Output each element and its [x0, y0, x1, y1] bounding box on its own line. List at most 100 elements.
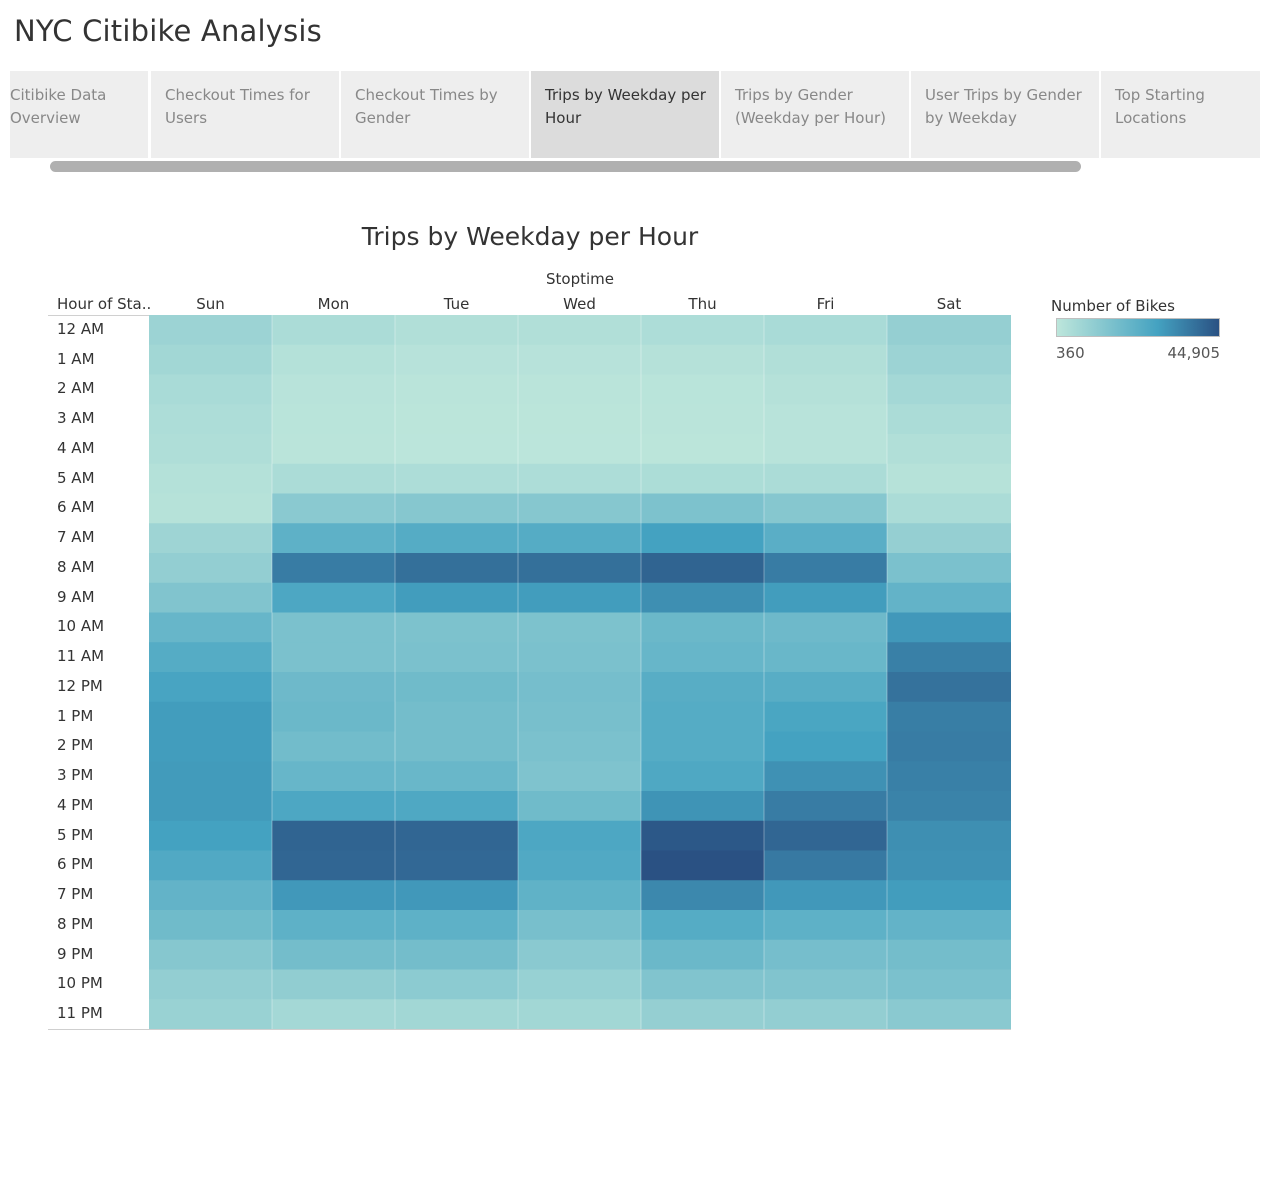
- heatmap-cell-mon-11-pm[interactable]: [272, 999, 395, 1029]
- heatmap-cell-mon-12-pm[interactable]: [272, 672, 395, 703]
- heatmap-cell-sat-4-pm[interactable]: [887, 791, 1011, 822]
- heatmap-cell-sat-9-am[interactable]: [887, 582, 1011, 613]
- heatmap-cell-mon-11-am[interactable]: [272, 642, 395, 673]
- heatmap-cell-fri-6-pm[interactable]: [764, 850, 887, 881]
- heatmap-cell-fri-4-pm[interactable]: [764, 791, 887, 822]
- tab-trips-by-gender-weekday-per-hour[interactable]: Trips by Gender (Weekday per Hour): [721, 71, 909, 158]
- heatmap-cell-wed-3-pm[interactable]: [518, 761, 641, 792]
- heatmap-cell-thu-4-pm[interactable]: [641, 791, 764, 822]
- heatmap-cell-fri-3-am[interactable]: [764, 404, 887, 435]
- heatmap-cell-thu-8-am[interactable]: [641, 553, 764, 584]
- heatmap-cell-thu-2-am[interactable]: [641, 374, 764, 405]
- heatmap-cell-thu-3-am[interactable]: [641, 404, 764, 435]
- heatmap-cell-sat-1-pm[interactable]: [887, 701, 1011, 732]
- heatmap-cell-tue-6-pm[interactable]: [395, 850, 518, 881]
- legend-color-ramp[interactable]: [1056, 318, 1220, 337]
- heatmap-cell-sun-5-am[interactable]: [149, 463, 272, 494]
- heatmap-cell-tue-4-am[interactable]: [395, 434, 518, 465]
- heatmap-cell-sun-4-pm[interactable]: [149, 791, 272, 822]
- heatmap-cell-wed-4-am[interactable]: [518, 434, 641, 465]
- heatmap-cell-sat-11-pm[interactable]: [887, 999, 1011, 1029]
- heatmap-cell-thu-6-am[interactable]: [641, 493, 764, 524]
- heatmap-cell-tue-7-am[interactable]: [395, 523, 518, 554]
- heatmap-cell-wed-1-pm[interactable]: [518, 701, 641, 732]
- heatmap-cell-sat-6-am[interactable]: [887, 493, 1011, 524]
- heatmap-cell-mon-4-pm[interactable]: [272, 791, 395, 822]
- heatmap-cell-sun-4-am[interactable]: [149, 434, 272, 465]
- heatmap-cell-tue-9-am[interactable]: [395, 582, 518, 613]
- heatmap-cell-sat-11-am[interactable]: [887, 642, 1011, 673]
- heatmap-cell-tue-1-am[interactable]: [395, 344, 518, 375]
- heatmap-cell-sun-12-am[interactable]: [149, 315, 272, 346]
- heatmap-cell-wed-12-am[interactable]: [518, 315, 641, 346]
- heatmap-cell-sun-7-am[interactable]: [149, 523, 272, 554]
- heatmap-cell-tue-2-pm[interactable]: [395, 731, 518, 762]
- heatmap-cell-thu-8-pm[interactable]: [641, 910, 764, 941]
- heatmap-cell-sat-3-pm[interactable]: [887, 761, 1011, 792]
- heatmap-cell-mon-6-pm[interactable]: [272, 850, 395, 881]
- heatmap-cell-wed-5-am[interactable]: [518, 463, 641, 494]
- heatmap-cell-tue-5-pm[interactable]: [395, 820, 518, 851]
- heatmap-cell-thu-12-am[interactable]: [641, 315, 764, 346]
- heatmap-cell-sat-8-pm[interactable]: [887, 910, 1011, 941]
- heatmap-cell-sun-5-pm[interactable]: [149, 820, 272, 851]
- heatmap-cell-tue-10-am[interactable]: [395, 612, 518, 643]
- heatmap-cell-sun-7-pm[interactable]: [149, 880, 272, 911]
- heatmap-cell-thu-10-am[interactable]: [641, 612, 764, 643]
- heatmap-cell-fri-8-pm[interactable]: [764, 910, 887, 941]
- heatmap-cell-wed-10-am[interactable]: [518, 612, 641, 643]
- heatmap-cell-thu-5-pm[interactable]: [641, 820, 764, 851]
- heatmap-cell-fri-4-am[interactable]: [764, 434, 887, 465]
- heatmap-cell-sat-4-am[interactable]: [887, 434, 1011, 465]
- heatmap-cell-mon-8-pm[interactable]: [272, 910, 395, 941]
- heatmap-cell-sat-12-am[interactable]: [887, 315, 1011, 346]
- heatmap-cell-sun-6-am[interactable]: [149, 493, 272, 524]
- heatmap-cell-fri-7-am[interactable]: [764, 523, 887, 554]
- heatmap-cell-thu-9-am[interactable]: [641, 582, 764, 613]
- heatmap-cell-fri-1-am[interactable]: [764, 344, 887, 375]
- heatmap-cell-mon-7-pm[interactable]: [272, 880, 395, 911]
- heatmap-cell-fri-12-pm[interactable]: [764, 672, 887, 703]
- heatmap-cell-wed-9-am[interactable]: [518, 582, 641, 613]
- heatmap-cell-fri-9-pm[interactable]: [764, 939, 887, 970]
- heatmap-cell-sat-10-pm[interactable]: [887, 969, 1011, 1000]
- tabs-scrollbar[interactable]: [50, 161, 1081, 172]
- heatmap-cell-mon-1-am[interactable]: [272, 344, 395, 375]
- heatmap-cell-fri-6-am[interactable]: [764, 493, 887, 524]
- heatmap-cell-thu-7-pm[interactable]: [641, 880, 764, 911]
- heatmap-cell-sun-9-pm[interactable]: [149, 939, 272, 970]
- heatmap-cell-wed-10-pm[interactable]: [518, 969, 641, 1000]
- heatmap-cell-tue-10-pm[interactable]: [395, 969, 518, 1000]
- heatmap-cell-mon-5-am[interactable]: [272, 463, 395, 494]
- heatmap-cell-wed-11-am[interactable]: [518, 642, 641, 673]
- heatmap-cell-sat-1-am[interactable]: [887, 344, 1011, 375]
- heatmap-cell-fri-5-am[interactable]: [764, 463, 887, 494]
- heatmap-cell-tue-3-pm[interactable]: [395, 761, 518, 792]
- heatmap-cell-sun-10-pm[interactable]: [149, 969, 272, 1000]
- heatmap-cell-fri-9-am[interactable]: [764, 582, 887, 613]
- heatmap-cell-tue-3-am[interactable]: [395, 404, 518, 435]
- heatmap-cell-wed-1-am[interactable]: [518, 344, 641, 375]
- heatmap-cell-fri-1-pm[interactable]: [764, 701, 887, 732]
- heatmap-cell-mon-5-pm[interactable]: [272, 820, 395, 851]
- heatmap-cell-mon-12-am[interactable]: [272, 315, 395, 346]
- heatmap-cell-sat-7-pm[interactable]: [887, 880, 1011, 911]
- heatmap-cell-wed-5-pm[interactable]: [518, 820, 641, 851]
- heatmap-cell-wed-8-am[interactable]: [518, 553, 641, 584]
- heatmap-cell-fri-11-pm[interactable]: [764, 999, 887, 1029]
- tab-trips-by-weekday-per-hour[interactable]: Trips by Weekday per Hour: [531, 71, 719, 158]
- heatmap-cell-thu-6-pm[interactable]: [641, 850, 764, 881]
- heatmap-cell-sat-5-am[interactable]: [887, 463, 1011, 494]
- heatmap-cell-sat-12-pm[interactable]: [887, 672, 1011, 703]
- heatmap-cell-mon-8-am[interactable]: [272, 553, 395, 584]
- heatmap-cell-fri-10-pm[interactable]: [764, 969, 887, 1000]
- heatmap-cell-sat-10-am[interactable]: [887, 612, 1011, 643]
- heatmap-cell-fri-5-pm[interactable]: [764, 820, 887, 851]
- heatmap-cell-thu-1-pm[interactable]: [641, 701, 764, 732]
- heatmap-cell-sun-11-pm[interactable]: [149, 999, 272, 1029]
- heatmap-cell-wed-8-pm[interactable]: [518, 910, 641, 941]
- heatmap-cell-mon-2-am[interactable]: [272, 374, 395, 405]
- heatmap-cell-tue-8-pm[interactable]: [395, 910, 518, 941]
- heatmap-cell-mon-3-am[interactable]: [272, 404, 395, 435]
- heatmap-cell-mon-10-am[interactable]: [272, 612, 395, 643]
